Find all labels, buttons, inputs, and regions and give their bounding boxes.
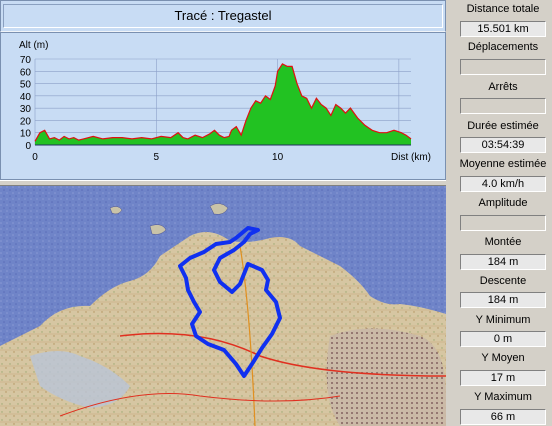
x-axis-label: Dist (km) [391,152,431,163]
y-axis-label: Alt (m) [19,40,48,51]
ymin-value: 0 m [460,331,546,347]
elevation-profile-panel[interactable]: 0 10 20 30 40 50 60 70 0 5 10 Alt (m) Dist (km) [0,32,446,180]
road [119,332,446,377]
elevation-area [35,63,411,145]
amplitude-value [460,215,546,231]
urban-area [326,328,446,426]
descente-label: Descente [479,275,527,287]
arrets-label: Arrêts [488,81,518,93]
y-tick-label: 0 [25,141,31,152]
stats-panel: Distance totale 15.501 km Déplacements A… [448,0,552,426]
deplacements-label: Déplacements [467,41,539,53]
coastal-rocks [30,351,130,408]
y-tick-label: 20 [20,116,32,127]
y-tick-label: 10 [20,129,32,140]
map-panel[interactable] [0,186,446,426]
x-tick-label: 5 [154,152,160,163]
islet [149,224,167,235]
islet [209,203,229,215]
y-tick-label: 50 [20,80,32,91]
route-track[interactable] [178,226,282,378]
islet [109,206,123,215]
track-title: Tracé : Tregastel [3,4,443,28]
deplacements-value [460,59,546,75]
duree-value: 03:54:39 [460,137,546,153]
road [239,245,256,426]
panel-splitter[interactable] [0,180,446,186]
title-bar: Tracé : Tregastel [0,0,446,32]
road [59,393,341,417]
x-tick-label: 10 [272,152,284,163]
ymax-value: 66 m [460,409,546,425]
elevation-line [34,63,412,142]
distance-label: Distance totale [466,3,540,15]
y-tick-label: 60 [20,67,32,78]
montee-label: Montée [484,236,522,248]
amplitude-label: Amplitude [478,197,528,209]
y-tick-label: 70 [20,55,32,66]
ymoy-label: Y Moyen [481,352,525,364]
y-tick-label: 40 [20,92,32,103]
ymax-label: Y Maximum [474,391,532,403]
ymoy-value: 17 m [460,370,546,386]
moyenne-label: Moyenne estimée [459,158,547,170]
distance-value: 15.501 km [460,21,546,37]
moyenne-value: 4.0 km/h [460,176,546,192]
montee-value: 184 m [460,254,546,270]
arrets-value [460,98,546,114]
y-tick-label: 30 [20,104,32,115]
x-tick-label: 0 [32,152,38,163]
descente-value: 184 m [460,292,546,308]
duree-label: Durée estimée [467,120,539,132]
ymin-label: Y Minimum [475,314,531,326]
topo-map[interactable] [0,186,446,426]
